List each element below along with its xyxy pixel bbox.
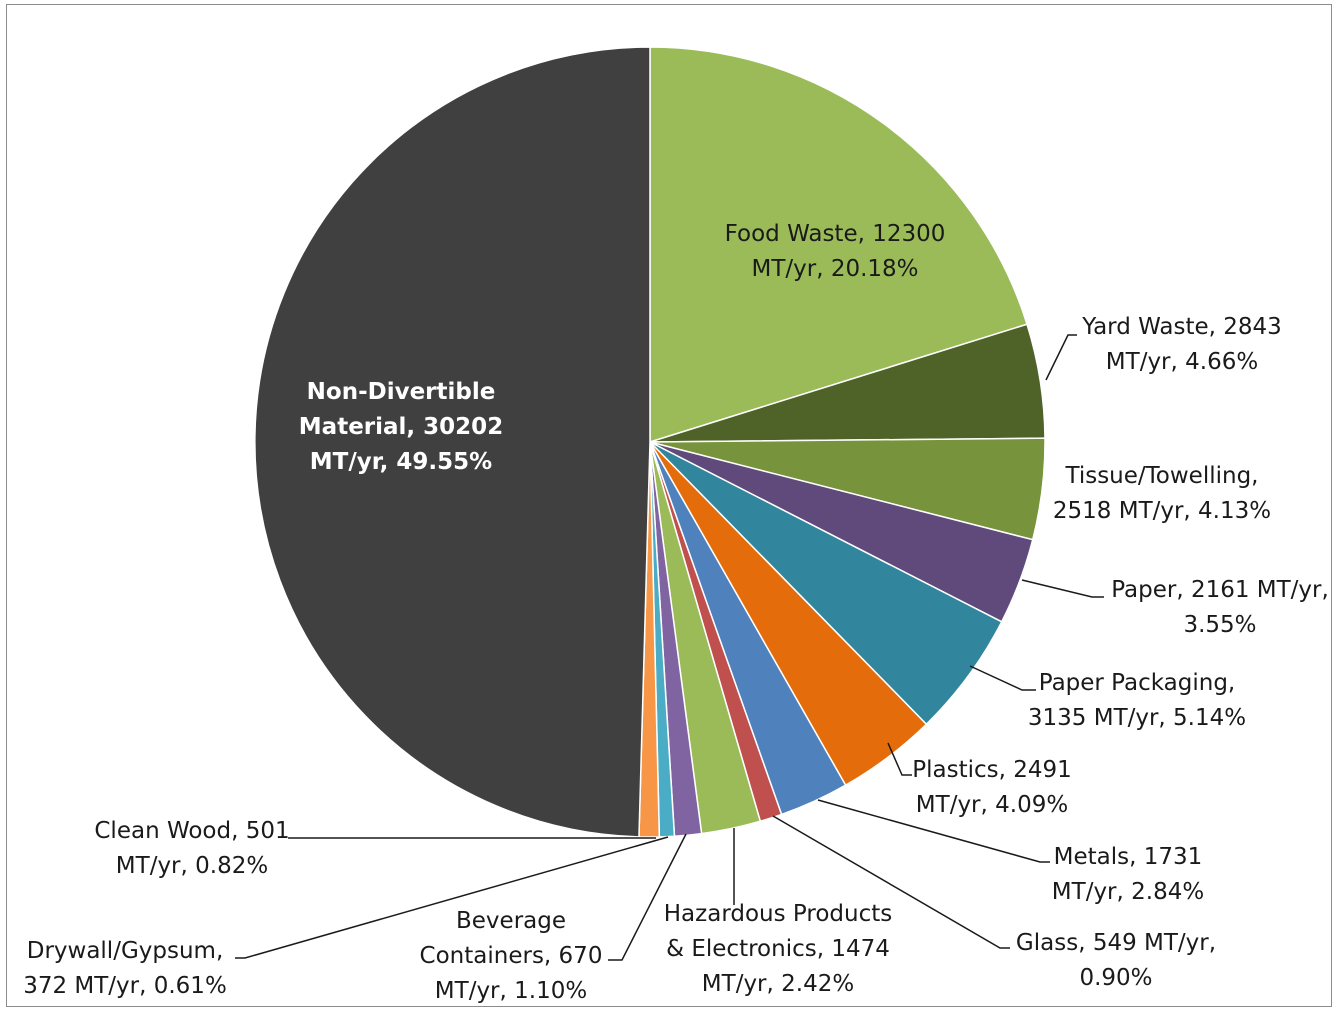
data-labels: Food Waste, 12300 MT/yr, 20.18% Yard Waste… <box>23 221 1329 1004</box>
data-label-drywall-gypsum: Drywall/Gypsum, 372 MT/yr, 0.61% <box>23 938 227 999</box>
data-label-food-waste: Food Waste, 12300 MT/yr, 20.18% <box>725 221 946 282</box>
data-label-paper-packaging: Paper Packaging, 3135 MT/yr, 5.14% <box>1028 670 1246 731</box>
data-label-non-divertible-material: Non-Divertible Material, 30202 MT/yr, 49.5… <box>299 379 503 475</box>
data-label-clean-wood: Clean Wood, 501 MT/yr, 0.82% <box>94 818 289 879</box>
data-label-plastics: Plastics, 2491 MT/yr, 4.09% <box>912 757 1072 818</box>
leader-lines <box>235 334 1104 961</box>
data-label-hazardous-products-and-electronics: Hazardous Products & Electronics, 1474 MT/… <box>664 901 892 997</box>
leader-line-drywall-gypsum <box>235 836 669 959</box>
pie-slices <box>254 46 1046 838</box>
leader-line-yard-waste <box>1045 334 1077 381</box>
leader-line-paper <box>1021 579 1104 598</box>
chart-frame <box>6 4 1332 1007</box>
pie-slice-non-divertible-material <box>254 46 651 838</box>
leader-line-plastics <box>887 742 912 776</box>
data-label-glass: Glass, 549 MT/yr, 0.90% <box>1016 930 1216 991</box>
data-label-yard-waste: Yard Waste, 2843 MT/yr, 4.66% <box>1081 314 1282 375</box>
data-label-paper: Paper, 2161 MT/yr, 3.55% <box>1111 577 1329 638</box>
leader-line-glass <box>772 815 1010 949</box>
leader-line-paper-packaging <box>969 665 1036 691</box>
data-label-tissue-towelling: Tissue/Towelling, 2518 MT/yr, 4.13% <box>1053 463 1271 524</box>
data-label-metals: Metals, 1731 MT/yr, 2.84% <box>1052 844 1204 905</box>
pie-slice-food-waste <box>649 46 1028 444</box>
leader-line-metals <box>817 799 1050 863</box>
data-label-beverage-containers: Beverage Containers, 670 MT/yr, 1.10% <box>420 908 603 1004</box>
leader-line-beverage-containers <box>608 833 687 961</box>
